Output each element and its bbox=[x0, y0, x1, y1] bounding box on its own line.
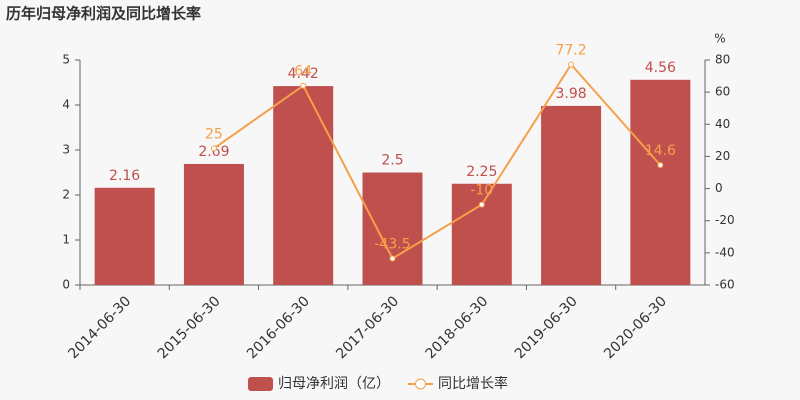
bar-value-label: 2.16 bbox=[109, 168, 140, 184]
bar bbox=[362, 172, 423, 285]
legend-swatch bbox=[248, 377, 273, 391]
bar-value-label: 2.5 bbox=[381, 153, 403, 169]
line-value-label: -43.5 bbox=[374, 236, 410, 252]
y2-tick-label: -40 bbox=[715, 245, 735, 259]
line-value-label: -10 bbox=[470, 183, 493, 199]
bar-value-label: 3.98 bbox=[555, 86, 586, 102]
y2-tick-label: 0 bbox=[715, 181, 723, 195]
line-value-label: 64 bbox=[294, 64, 312, 80]
line-point bbox=[657, 162, 664, 169]
line-value-label: 25 bbox=[205, 126, 223, 142]
y-tick-label: 4 bbox=[62, 98, 70, 112]
line-point bbox=[210, 145, 217, 152]
chart-title: 历年归母净利润及同比增长率 bbox=[6, 5, 201, 23]
line-point bbox=[389, 255, 396, 262]
legend-label: 同比增长率 bbox=[438, 375, 508, 392]
y2-axis-label: % bbox=[714, 32, 725, 46]
y2-tick-label: 80 bbox=[715, 53, 730, 67]
y2-tick-label: -60 bbox=[715, 278, 735, 292]
y-tick-label: 1 bbox=[62, 233, 70, 247]
line-point bbox=[300, 82, 307, 89]
line bbox=[213, 62, 662, 260]
bar bbox=[630, 79, 691, 285]
line-point bbox=[478, 201, 485, 208]
bar bbox=[94, 187, 155, 285]
bar-value-label: 2.69 bbox=[198, 144, 229, 160]
y2-tick-label: -20 bbox=[715, 213, 735, 227]
y-tick-label: 3 bbox=[62, 143, 70, 157]
line-value-label: 14.6 bbox=[645, 143, 676, 159]
legend-swatch bbox=[415, 378, 426, 390]
bar-value-label: 2.25 bbox=[466, 164, 497, 180]
bar bbox=[541, 105, 602, 286]
bar bbox=[451, 183, 512, 285]
y2-tick-label: 40 bbox=[715, 117, 730, 131]
y2-tick-label: 20 bbox=[715, 149, 730, 163]
line-point bbox=[568, 61, 575, 68]
y-tick-label: 2 bbox=[62, 188, 70, 202]
y-tick-label: 0 bbox=[62, 278, 70, 292]
bar-value-label: 4.42 bbox=[288, 66, 319, 82]
y-tick-label: 5 bbox=[62, 53, 70, 67]
legend-label: 归母净利润（亿） bbox=[278, 375, 390, 392]
y2-tick-label: 60 bbox=[715, 85, 730, 99]
bar bbox=[273, 86, 334, 285]
line-value-label: 77.2 bbox=[555, 43, 586, 59]
bar-value-label: 4.56 bbox=[645, 60, 676, 76]
bar bbox=[183, 163, 244, 285]
